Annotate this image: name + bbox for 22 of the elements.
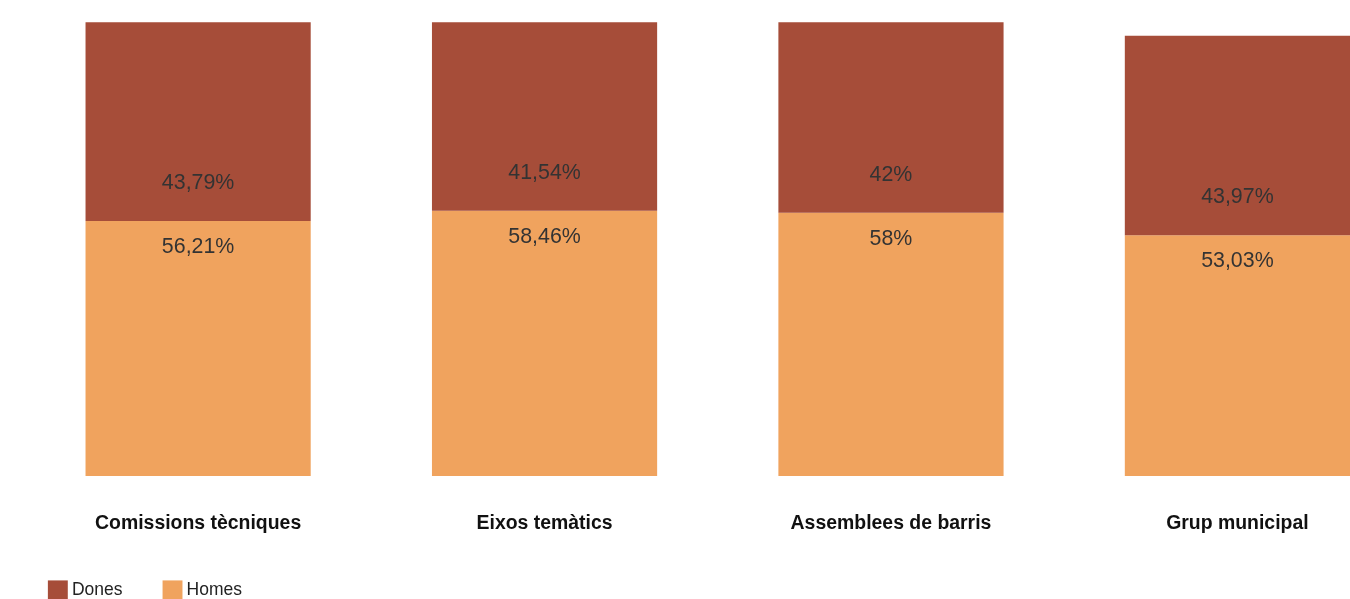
x-tick-label: Grup municipal bbox=[1166, 511, 1309, 534]
data-label: 42% bbox=[869, 161, 913, 186]
legend-label: Homes bbox=[186, 579, 243, 599]
x-tick-label: Assemblees de barris bbox=[790, 511, 992, 534]
bar bbox=[431, 22, 658, 211]
data-label: 41,54% bbox=[508, 159, 581, 184]
data-label: 58,46% bbox=[508, 223, 581, 248]
data-label: 58% bbox=[869, 225, 913, 250]
data-label: 43,97% bbox=[1201, 184, 1274, 209]
data-label: 53,03% bbox=[1201, 248, 1274, 273]
legend-label: Dones bbox=[71, 579, 123, 599]
bar bbox=[778, 22, 1004, 213]
bar bbox=[1124, 35, 1350, 236]
bar bbox=[431, 210, 658, 477]
x-tick-label: Comissions tècniques bbox=[95, 511, 302, 534]
x-tick-label: Eixos temàtics bbox=[476, 511, 613, 534]
data-label: 43,79% bbox=[161, 169, 235, 194]
bar bbox=[85, 220, 311, 477]
bar bbox=[778, 212, 1004, 477]
bar bbox=[85, 22, 311, 221]
bar bbox=[1124, 235, 1350, 477]
data-label: 56,21% bbox=[161, 233, 235, 258]
